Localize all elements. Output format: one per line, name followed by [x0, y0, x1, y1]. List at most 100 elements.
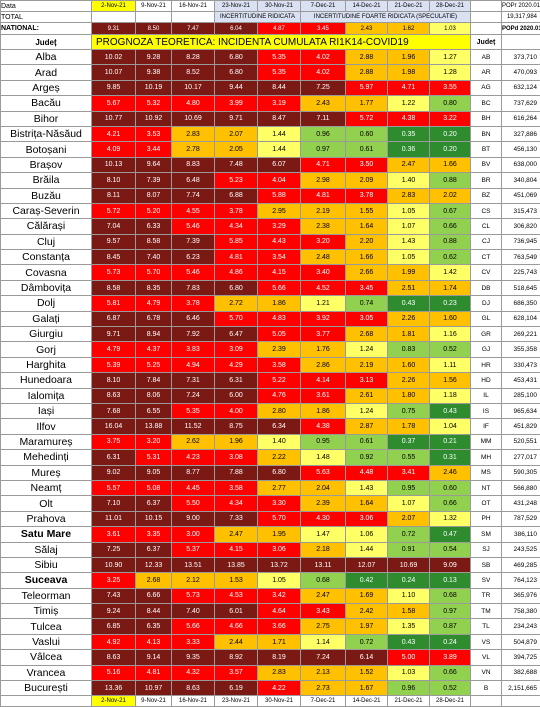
incidence-value: 6.07 [258, 157, 301, 172]
incidence-value: 9.05 [136, 465, 172, 480]
incidence-value: 4.14 [301, 373, 346, 388]
incidence-value: 2.77 [258, 480, 301, 495]
incidence-value: 5.16 [92, 665, 136, 680]
incidence-value: 6.19 [215, 681, 258, 696]
incidence-value: 2.83 [172, 126, 215, 141]
incidence-value: 2.19 [346, 357, 388, 372]
county-population: 355,358 [502, 342, 540, 357]
incidence-value: 1.52 [346, 665, 388, 680]
county-name: Vaslui [1, 634, 92, 649]
judet-header-right: Județ [471, 35, 502, 50]
county-population: 965,634 [502, 403, 540, 418]
incidence-value: 6.87 [92, 311, 136, 326]
incidence-value: 3.78 [346, 188, 388, 203]
incidence-value: 0.20 [430, 126, 471, 141]
incidence-value: 3.89 [430, 650, 471, 665]
incidence-value: 4.45 [172, 480, 215, 495]
county-name: Mureș [1, 465, 92, 480]
county-code: SM [471, 527, 502, 542]
county-name: Covasna [1, 265, 92, 280]
county-name: Cluj [1, 234, 92, 249]
date-header: 21-Dec-21 [388, 1, 430, 12]
incidence-value: 8.45 [92, 250, 136, 265]
county-code: HD [471, 373, 502, 388]
incidence-value: 8.06 [136, 388, 172, 403]
county-name: Suceava [1, 573, 92, 588]
county-code: VN [471, 665, 502, 680]
county-name: Botoșani [1, 142, 92, 157]
county-code: PH [471, 511, 502, 526]
incidence-value: 7.11 [301, 111, 346, 126]
county-name: Ialomița [1, 388, 92, 403]
county-name: Satu Mare [1, 527, 92, 542]
incertitudine-foarte-label: INCERTITUDINE FOARTE RIDICATA (SPECULATI… [301, 12, 471, 23]
county-name: Caraș-Severin [1, 203, 92, 218]
incidence-value: 5.35 [258, 65, 301, 80]
incidence-value: 8.94 [136, 327, 172, 342]
incidence-value: 2.47 [301, 588, 346, 603]
county-name: Ilfov [1, 419, 92, 434]
incidence-value: 4.66 [215, 619, 258, 634]
incidence-value: 5.97 [346, 80, 388, 95]
incidence-value: 0.43 [388, 634, 430, 649]
incidence-value: 5.46 [172, 265, 215, 280]
incidence-value: 5.22 [258, 373, 301, 388]
header-row-dates: Data 2-Nov-21 9-Nov-21 16-Nov-21 23-Nov-… [1, 1, 540, 12]
county-population: 451,069 [502, 188, 540, 203]
footer-row-dates: 2-Nov-21 9-Nov-21 16-Nov-21 23-Nov-21 30… [1, 696, 540, 707]
data-label: Data [1, 1, 92, 12]
county-name: Bacău [1, 96, 92, 111]
county-code: AR [471, 65, 502, 80]
incidence-value: 5.23 [215, 173, 258, 188]
incidence-value: 0.61 [346, 142, 388, 157]
incidence-value: 0.35 [388, 126, 430, 141]
national-value: 8.50 [136, 23, 172, 35]
incidence-value: 7.68 [92, 403, 136, 418]
incidence-value: 4.92 [92, 634, 136, 649]
incidence-value: 8.35 [136, 280, 172, 295]
incidence-value: 7.33 [215, 511, 258, 526]
incidence-value: 1.03 [388, 665, 430, 680]
incidence-value: 3.58 [258, 357, 301, 372]
incidence-value: 4.81 [215, 250, 258, 265]
incidence-value: 10.90 [92, 557, 136, 572]
incidence-value: 0.61 [346, 434, 388, 449]
incidence-value: 6.31 [92, 450, 136, 465]
incidence-value: 10.13 [92, 157, 136, 172]
incidence-value: 1.44 [258, 142, 301, 157]
incidence-value: 0.75 [388, 403, 430, 418]
incidence-value: 0.31 [430, 450, 471, 465]
incidence-value: 2.38 [301, 219, 346, 234]
incidence-value: 9.28 [136, 50, 172, 65]
incidence-value: 1.69 [346, 588, 388, 603]
incidence-value: 1.22 [388, 96, 430, 111]
incidence-value: 9.38 [136, 65, 172, 80]
county-code: SB [471, 557, 502, 572]
incidence-value: 9.00 [172, 511, 215, 526]
incidence-value: 1.05 [388, 250, 430, 265]
incidence-value: 5.35 [172, 403, 215, 418]
incidence-value: 3.92 [301, 311, 346, 326]
incidence-value: 4.81 [136, 665, 172, 680]
incidence-value: 0.60 [430, 480, 471, 495]
incidence-value: 8.63 [92, 388, 136, 403]
incidence-value: 4.34 [215, 219, 258, 234]
incidence-value: 5.08 [136, 480, 172, 495]
incidence-value: 2.62 [172, 434, 215, 449]
date-footer: 16-Nov-21 [172, 696, 215, 707]
county-name: Dâmbovița [1, 280, 92, 295]
incidence-value: 7.48 [215, 157, 258, 172]
county-name: Arad [1, 65, 92, 80]
incidence-value: 7.84 [136, 373, 172, 388]
incidence-value: 10.15 [136, 511, 172, 526]
incidence-value: 7.43 [92, 588, 136, 603]
